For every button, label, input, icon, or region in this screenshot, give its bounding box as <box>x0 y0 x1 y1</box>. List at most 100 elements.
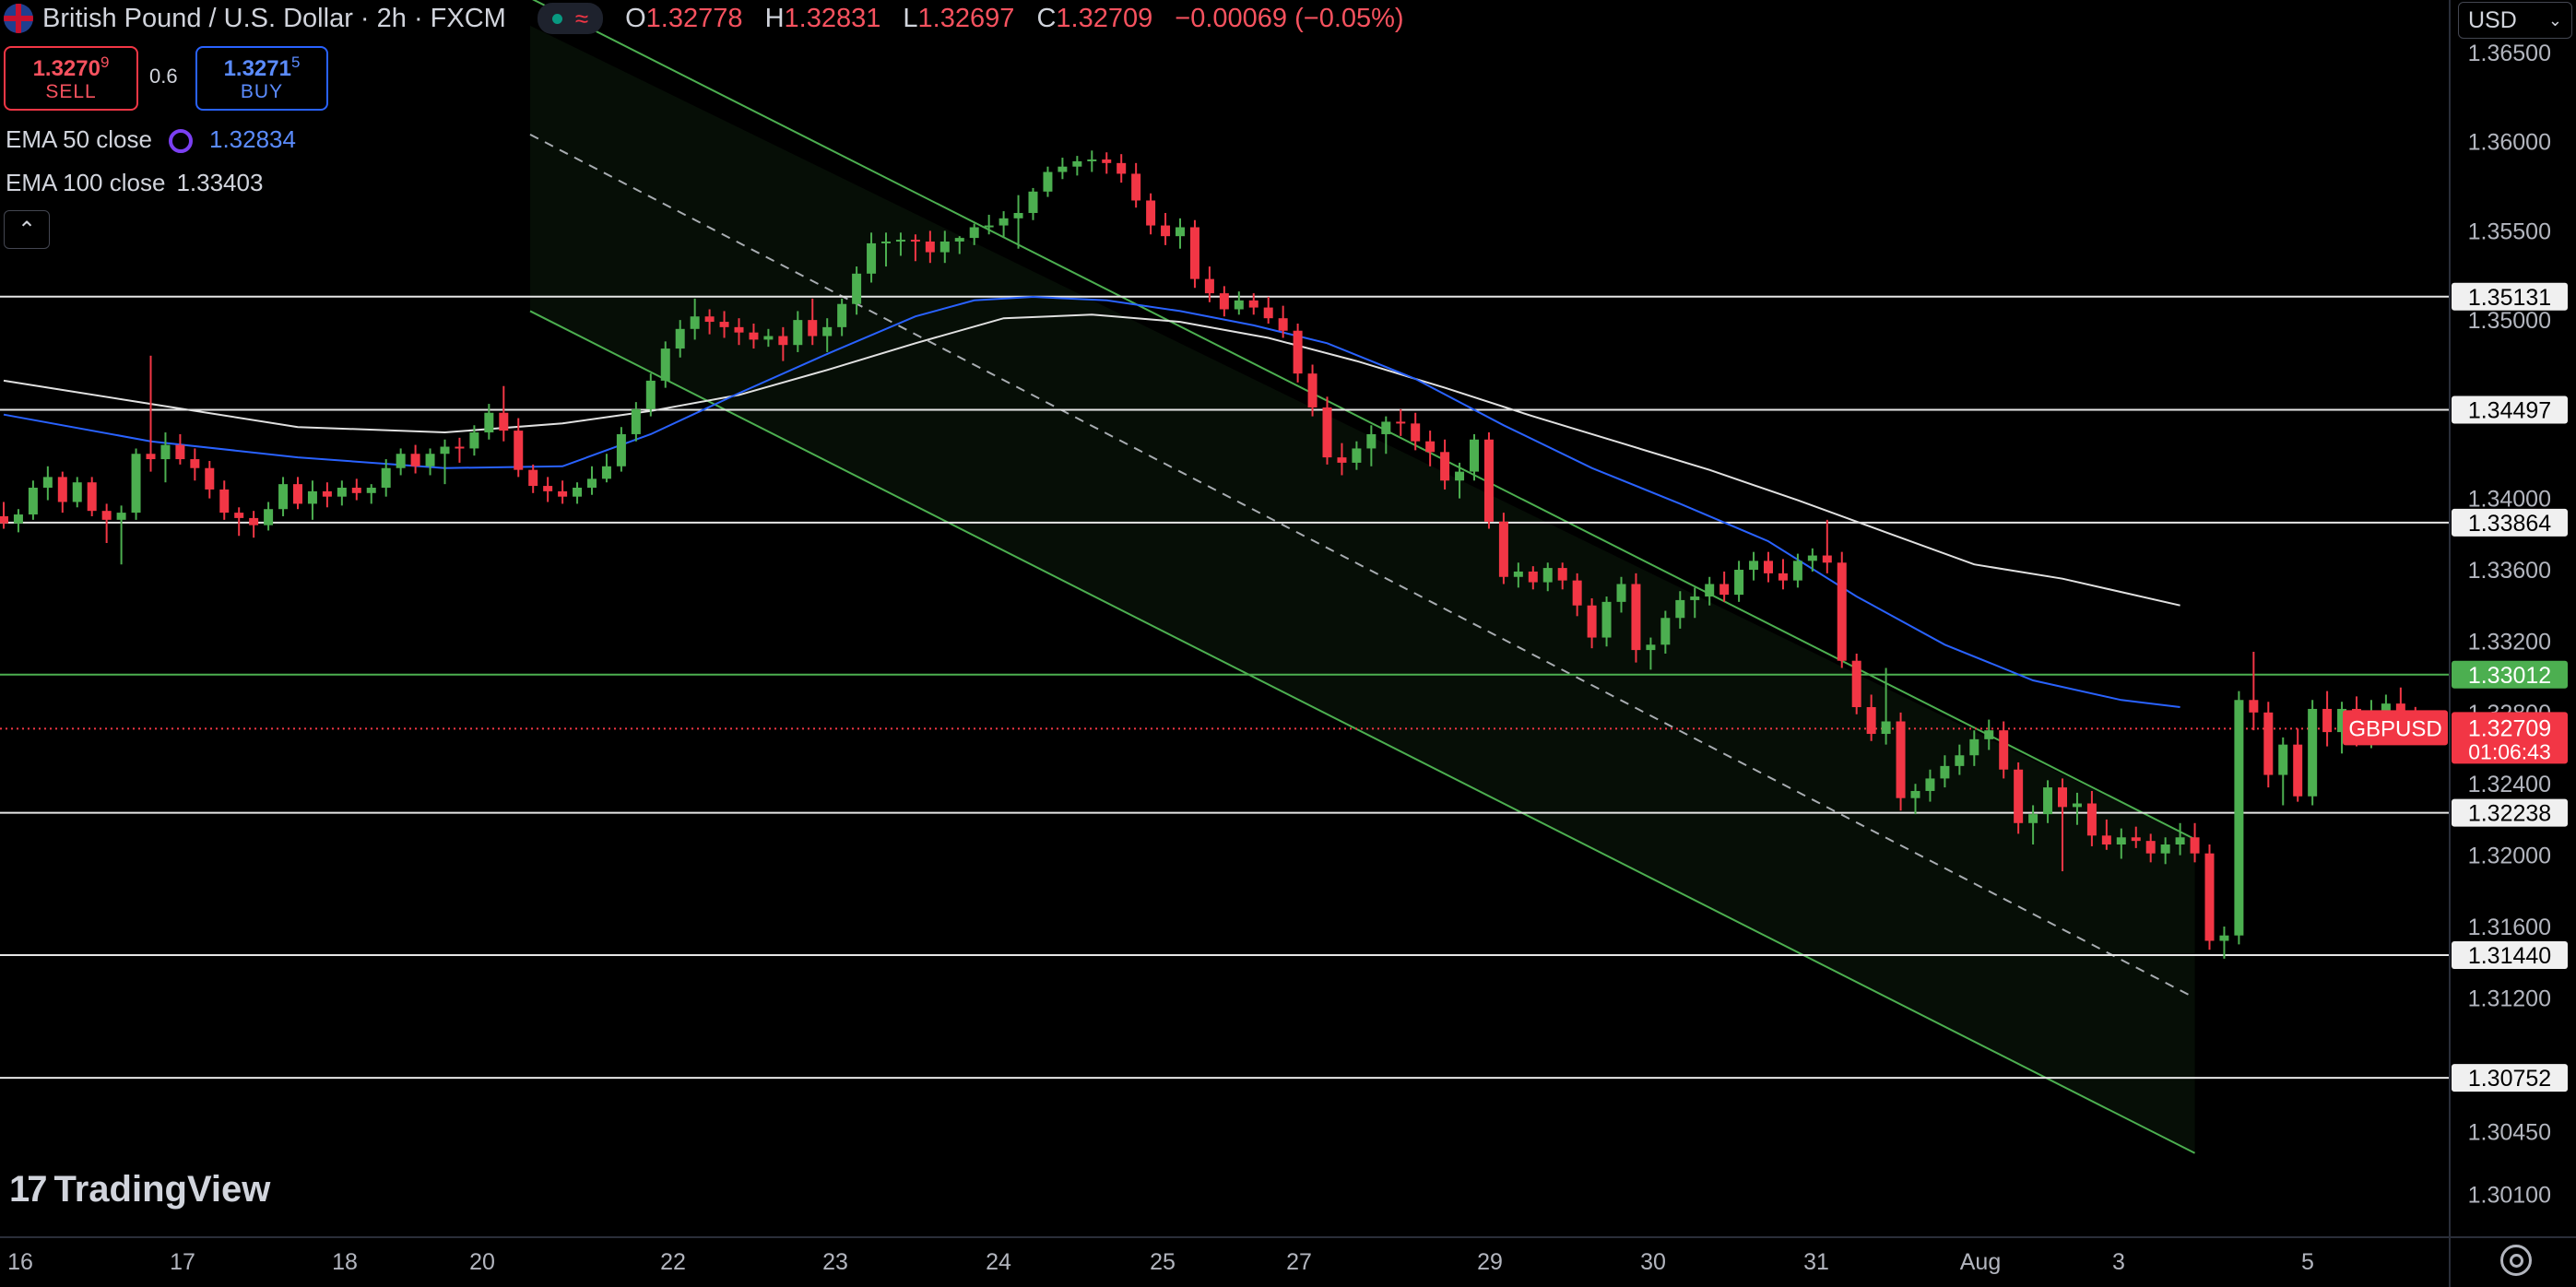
candle-body <box>2175 837 2185 845</box>
ema-lines <box>3 295 2180 708</box>
candle-body <box>1117 162 1127 174</box>
level-label: 1.35131 <box>2468 285 2551 311</box>
candle-body <box>1675 599 1685 619</box>
symbol-title[interactable]: British Pound / U.S. Dollar · 2h · FXCM <box>42 3 506 33</box>
candle-body <box>543 486 553 491</box>
status-indicators[interactable]: ≈ <box>537 3 604 34</box>
chart-settings-icon[interactable] <box>2500 1245 2532 1276</box>
candle-body <box>381 467 391 489</box>
channel-lower-line <box>529 310 2196 1154</box>
sell-button[interactable]: 1.32709 SELL <box>4 46 138 111</box>
ema100-label: EMA 100 close <box>6 169 166 196</box>
candle-body <box>469 432 479 449</box>
change-value: −0.00069 (−0.05%) <box>1175 3 1404 33</box>
candle-body <box>1161 225 1171 237</box>
spread-value: 0.6 <box>149 65 178 88</box>
candle-body <box>1778 573 1788 581</box>
level-label: 1.30752 <box>2468 1066 2551 1092</box>
candle-body <box>1396 421 1406 424</box>
candle-body <box>1470 439 1479 472</box>
level-label: 1.33012 <box>2468 663 2551 689</box>
candle-body <box>2086 803 2097 836</box>
candle-body <box>1248 300 1258 308</box>
candle-body <box>440 446 450 455</box>
collapse-legend-button[interactable]: ⌃ <box>4 210 50 249</box>
price-axis-labels: 1.35131 1.34497 1.33864 1.33012 1.32238 1.314… <box>2343 282 2568 1092</box>
candle-body <box>2293 744 2303 797</box>
price-tick: 1.31200 <box>2468 986 2551 1011</box>
time-tick: 22 <box>660 1249 686 1275</box>
candle-body <box>587 478 597 489</box>
candle-body <box>116 513 126 520</box>
candle-body <box>1792 561 1802 581</box>
level-label-bg <box>2452 282 2568 311</box>
candle-body <box>1013 213 1023 218</box>
candle-body <box>1969 738 1979 756</box>
candle-body <box>719 322 729 327</box>
candle-body <box>131 454 141 514</box>
candle-body <box>1660 618 1671 645</box>
candle-body <box>558 490 568 497</box>
candle-body <box>366 488 376 493</box>
ema100-value: 1.33403 <box>176 169 264 196</box>
candle-body <box>1631 584 1641 651</box>
candle-body <box>322 490 332 497</box>
level-label-bg <box>2452 940 2568 969</box>
sell-label: SELL <box>45 81 97 103</box>
candle-body <box>351 488 361 493</box>
channel-upper-line <box>532 0 2196 841</box>
price-tick: 1.34000 <box>2468 487 2551 513</box>
ema100-legend[interactable]: EMA 100 close 1.33403 <box>6 169 263 197</box>
candle-body <box>2219 935 2229 941</box>
candle-body <box>984 225 994 228</box>
candle-body <box>1278 318 1288 331</box>
price-tick: 1.35500 <box>2468 218 2551 244</box>
candle-body <box>631 408 641 434</box>
price-tick: 1.32000 <box>2468 844 2551 869</box>
open-key: O <box>625 3 646 33</box>
low-key: L <box>903 3 918 33</box>
ema50-line <box>3 295 2180 708</box>
candle-body <box>837 303 847 327</box>
candle-body <box>410 454 420 466</box>
candle-body <box>601 466 611 479</box>
candle-body <box>1131 173 1141 201</box>
time-tick: Aug <box>1960 1249 2001 1275</box>
time-axis[interactable]: 16 17 18 20 22 23 24 25 27 29 30 31 Aug 3 5 <box>7 1249 2314 1275</box>
candle-body <box>1513 571 1523 577</box>
currency-selector[interactable]: USD ⌄ <box>2458 2 2572 39</box>
horizontal-levels[interactable] <box>0 295 2450 1080</box>
candle-body <box>1293 330 1303 374</box>
ema50-legend[interactable]: EMA 50 close 1.32834 <box>6 125 296 154</box>
level-label: 1.32238 <box>2468 801 2551 827</box>
candle-body <box>1337 457 1347 463</box>
candle-body <box>2395 703 2405 716</box>
candle-body <box>778 336 788 346</box>
candle-body <box>895 240 905 242</box>
candle-body <box>645 380 656 409</box>
time-tick: 24 <box>986 1249 1011 1275</box>
time-tick: 29 <box>1477 1249 1503 1275</box>
candle-body <box>998 218 1009 226</box>
candle-body <box>1411 423 1421 442</box>
candle-body <box>910 240 920 242</box>
market-open-icon <box>551 13 562 24</box>
time-tick: 23 <box>822 1249 848 1275</box>
candle-body <box>2204 853 2215 941</box>
sell-price: 1.32709 <box>32 53 110 81</box>
candle-body <box>881 241 891 243</box>
ema50-label: EMA 50 close <box>6 125 152 153</box>
level-label-bg <box>2452 798 2568 827</box>
buy-button[interactable]: 1.32715 BUY <box>195 46 328 111</box>
candle-body <box>1616 584 1626 602</box>
candle-body <box>2058 787 2067 808</box>
chevron-up-icon: ⌃ <box>17 217 37 242</box>
price-tick: 1.30100 <box>2468 1182 2551 1208</box>
candle-body <box>190 459 200 468</box>
time-tick: 27 <box>1286 1249 1312 1275</box>
candle-body <box>954 238 964 242</box>
chevron-down-icon: ⌄ <box>2547 10 2562 30</box>
candle-body <box>852 273 862 304</box>
candle-body <box>1749 561 1759 571</box>
